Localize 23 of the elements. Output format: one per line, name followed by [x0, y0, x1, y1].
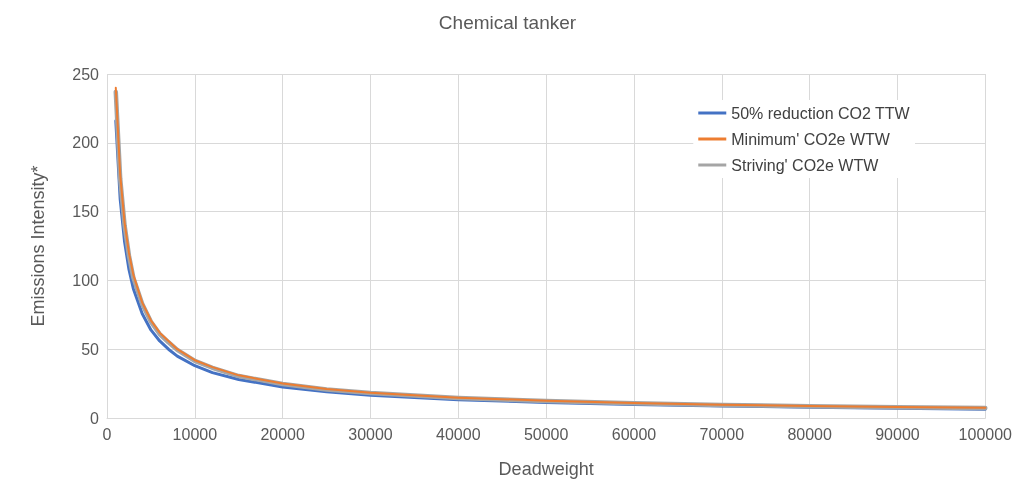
x-axis-title: Deadweight	[498, 459, 594, 479]
x-tick-label: 20000	[260, 425, 305, 443]
y-tick-label: 0	[90, 409, 100, 427]
y-tick-label: 150	[72, 203, 100, 221]
x-tick-label: 30000	[348, 425, 393, 443]
x-tick-label: 60000	[611, 425, 657, 443]
x-tick-label: 10000	[172, 425, 218, 443]
chart-title: Chemical tanker	[438, 12, 577, 33]
y-tick-label: 50	[81, 340, 100, 358]
x-tick-label: 100000	[958, 425, 1013, 443]
x-tick-label: 70000	[699, 425, 745, 443]
x-tick-label: 90000	[875, 425, 920, 443]
y-tick-label: 200	[72, 134, 100, 152]
y-axis-title: Emissions Intensity*	[28, 165, 48, 327]
legend-label: Minimum' CO2e WTW	[731, 130, 891, 148]
x-tick-label: 0	[102, 425, 112, 443]
x-tick-label: 40000	[436, 425, 481, 443]
x-tick-label: 50000	[523, 425, 569, 443]
legend-label: Striving' CO2e WTW	[731, 156, 880, 174]
y-tick-label: 100	[72, 271, 100, 289]
x-tick-label: 80000	[787, 425, 832, 443]
legend-label: 50% reduction CO2 TTW	[731, 104, 911, 122]
y-tick-label: 250	[72, 65, 100, 83]
